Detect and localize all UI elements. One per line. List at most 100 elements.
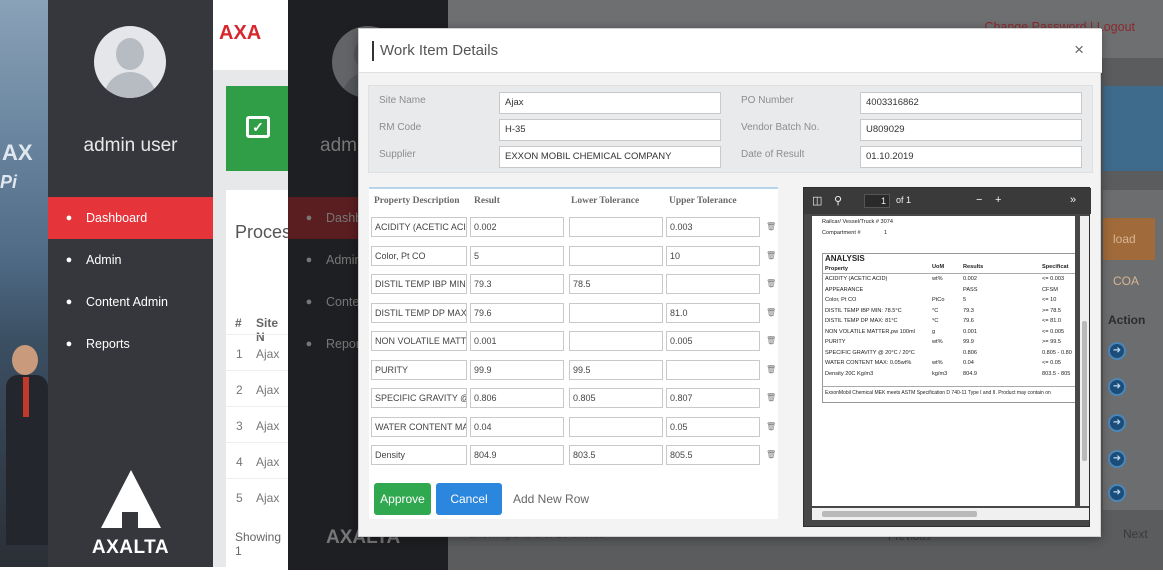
result-field[interactable]: 804.9 — [470, 445, 564, 465]
trash-icon[interactable]: 🗑 — [766, 279, 777, 288]
result-field[interactable]: 99.9 — [470, 359, 564, 380]
property-field[interactable]: NON VOLATILE MATTER,p — [371, 331, 467, 351]
pdf-row-unit: °C — [932, 318, 939, 324]
vendor-batch-field[interactable]: U809029 — [860, 119, 1082, 141]
sidebar-toggle-icon[interactable]: ◫ — [812, 195, 823, 207]
zoom-in-button[interactable]: + — [995, 194, 1002, 206]
status-card: ✓ — [226, 86, 288, 171]
col-lower-tolerance: Lower Tolerance — [571, 196, 640, 206]
content-icon: ● — [65, 296, 73, 308]
axalta-logo: AXALTA — [48, 470, 213, 559]
sidebar-item-content-admin[interactable]: ● Content Admin — [48, 281, 213, 323]
pager-next[interactable]: Next — [1123, 527, 1148, 541]
result-field[interactable]: 79.3 — [470, 274, 564, 294]
property-field[interactable]: PURITY — [371, 359, 467, 380]
table-row: 4 Ajax — [226, 442, 288, 478]
rm-code-field[interactable]: H-35 — [499, 119, 721, 141]
po-number-field[interactable]: 4003316862 — [860, 92, 1082, 114]
upper-tolerance-field[interactable]: 0.003 — [666, 217, 760, 237]
page-number-input[interactable]: 1 — [864, 194, 890, 208]
pdf-row-result: 0.001 — [963, 328, 977, 335]
upper-tolerance-field[interactable] — [666, 359, 760, 380]
property-field[interactable]: DISTIL TEMP IBP MIN: 78.5 — [371, 274, 467, 294]
load-coa-button[interactable]: load COA — [1103, 218, 1155, 288]
pdf-col-spec: Specificat — [1042, 264, 1069, 270]
upper-tolerance-field[interactable]: 0.807 — [666, 388, 760, 408]
pdf-vertical-scrollbar[interactable] — [1080, 216, 1089, 506]
main-content-back: AXA ✓ Process # Site N 1 Ajax 2 Ajax 3 Ajax… — [213, 0, 300, 567]
lower-tolerance-field[interactable]: 803.5 — [569, 445, 663, 465]
result-field[interactable]: 79.6 — [470, 302, 564, 323]
property-field[interactable]: ACIDITY (ACETIC ACID) — [371, 217, 467, 237]
action-arrow-icon[interactable]: ➜ — [1108, 342, 1126, 360]
result-field[interactable]: 0.806 — [470, 388, 564, 408]
pdf-row-unit: kg/m3 — [932, 370, 948, 377]
upper-tolerance-field[interactable]: 10 — [666, 245, 760, 266]
trash-icon[interactable]: 🗑 — [766, 222, 777, 231]
lower-tolerance-field[interactable]: 0.805 — [569, 388, 663, 408]
pdf-row-result: 0.806 — [963, 349, 977, 356]
site-name-field[interactable]: Ajax — [499, 92, 721, 114]
property-field[interactable]: DISTIL TEMP DP MAX: 81°C — [371, 302, 467, 323]
sidebar-item-admin[interactable]: ● Admin — [48, 239, 213, 281]
pdf-row-property: DISTIL TEMP DP MAX: 81°C — [825, 318, 898, 324]
property-field[interactable]: Density — [371, 445, 467, 465]
add-new-row-link[interactable]: Add New Row — [513, 492, 590, 506]
date-of-result-label: Date of Result — [741, 149, 805, 160]
background-photo: AX Pi — [0, 0, 48, 567]
trash-icon[interactable]: 🗑 — [766, 421, 777, 431]
pdf-row-unit: °C — [932, 307, 939, 314]
pdf-row-property: DISTIL TEMP IBP MIN: 78.5°C — [825, 307, 902, 314]
upper-tolerance-field[interactable]: 0.005 — [666, 331, 760, 351]
trash-icon[interactable]: 🗑 — [766, 393, 777, 402]
property-field[interactable]: Color, Pt CO — [371, 245, 467, 266]
pdf-row-property: PURITY — [825, 339, 846, 345]
cancel-button[interactable]: Cancel — [436, 483, 502, 515]
upper-tolerance-field[interactable] — [666, 274, 760, 294]
lower-tolerance-field[interactable] — [569, 331, 663, 351]
trash-icon[interactable]: 🗑 — [766, 336, 777, 345]
upper-tolerance-field[interactable]: 81.0 — [666, 302, 760, 323]
vendor-batch-label: Vendor Batch No. — [741, 122, 820, 133]
trash-icon[interactable]: 🗑 — [766, 450, 777, 459]
more-tools-icon[interactable]: » — [1070, 194, 1077, 206]
close-icon[interactable]: × — [1074, 40, 1084, 59]
pdf-horizontal-scrollbar[interactable] — [812, 508, 1089, 520]
pdf-note: ExxonMobil Chemical MEK meets ASTM Speci… — [825, 390, 1051, 396]
person-figure — [6, 345, 48, 545]
trash-icon[interactable]: 🗑 — [766, 250, 777, 260]
result-field[interactable]: 0.001 — [470, 331, 564, 351]
trash-icon[interactable]: 🗑 — [766, 307, 777, 317]
user-name-dimmed: adm — [320, 135, 357, 156]
col-result: Result — [474, 196, 500, 206]
result-field[interactable]: 5 — [470, 245, 564, 266]
supplier-field[interactable]: EXXON MOBIL CHEMICAL COMPANY — [499, 146, 721, 168]
result-field[interactable]: 0.04 — [470, 416, 564, 437]
pdf-compartment: Compartment # — [822, 230, 861, 236]
lower-tolerance-field[interactable] — [569, 245, 663, 266]
lower-tolerance-field[interactable]: 99.5 — [569, 359, 663, 380]
action-arrow-icon[interactable]: ➜ — [1108, 450, 1126, 468]
pdf-row-spec: 803.5 - 805 — [1042, 370, 1071, 377]
date-of-result-field[interactable]: 01.10.2019 — [860, 146, 1082, 168]
property-field[interactable]: SPECIFIC GRAVITY @ 20°C — [371, 388, 467, 408]
sidebar-item-reports[interactable]: ● Reports — [48, 323, 213, 365]
lower-tolerance-field[interactable] — [569, 416, 663, 437]
action-arrow-icon[interactable]: ➜ — [1108, 378, 1126, 396]
sidebar-item-dashboard[interactable]: ● Dashboard — [48, 197, 213, 239]
action-arrow-icon[interactable]: ➜ — [1108, 484, 1126, 502]
pdf-row-property: ACIDITY (ACETIC ACID) — [825, 276, 888, 282]
property-field[interactable]: WATER CONTENT MAX: 0.0 — [371, 416, 467, 437]
upper-tolerance-field[interactable]: 0.05 — [666, 416, 760, 437]
approve-button[interactable]: Approve — [374, 483, 431, 515]
upper-tolerance-field[interactable]: 805.5 — [666, 445, 760, 465]
lower-tolerance-field[interactable]: 78.5 — [569, 274, 663, 294]
search-icon[interactable]: ⚲ — [834, 195, 843, 207]
trash-icon[interactable]: 🗑 — [766, 364, 777, 374]
lower-tolerance-field[interactable] — [569, 217, 663, 237]
result-field[interactable]: 0.002 — [470, 217, 564, 237]
lower-tolerance-field[interactable] — [569, 302, 663, 323]
zoom-out-button[interactable]: − — [976, 194, 983, 206]
pdf-compartment-value: 1 — [884, 230, 888, 236]
action-arrow-icon[interactable]: ➜ — [1108, 414, 1126, 432]
